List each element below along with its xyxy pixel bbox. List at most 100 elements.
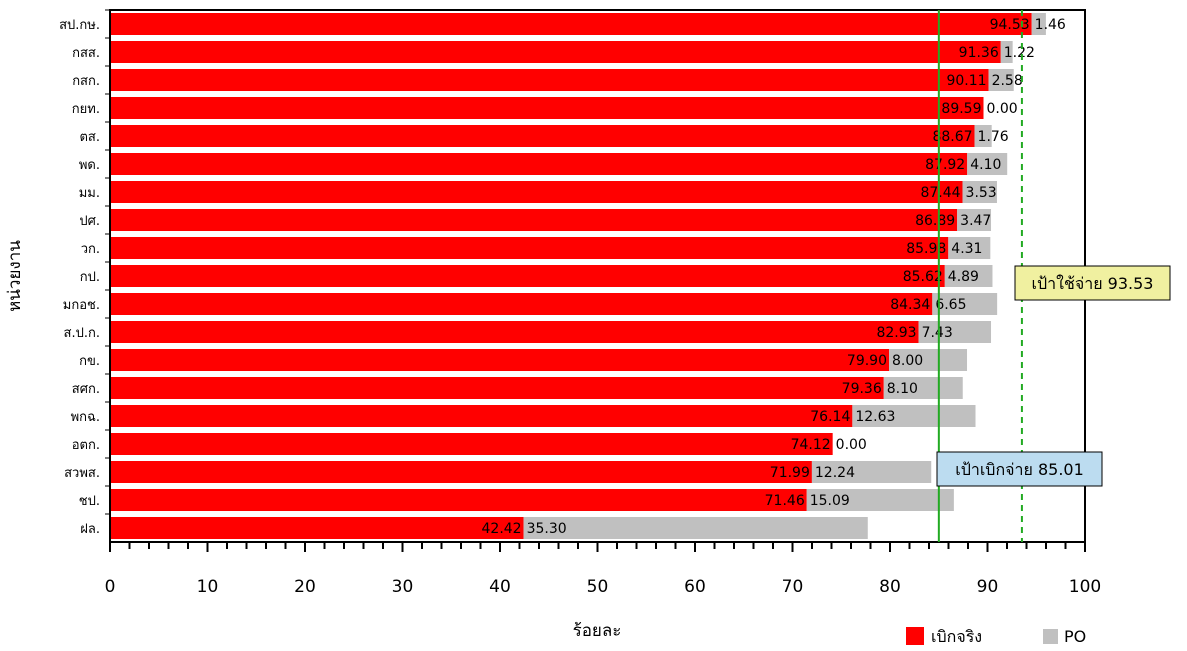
category-label: ชป. bbox=[79, 494, 100, 509]
category-label: ตส. bbox=[79, 130, 100, 145]
data-label-po: 15.09 bbox=[810, 493, 850, 509]
bar-po bbox=[932, 293, 998, 315]
data-label-po: 7.43 bbox=[922, 325, 953, 341]
legend-swatch-actual bbox=[906, 627, 924, 645]
bar-actual bbox=[110, 489, 807, 511]
bar-po bbox=[957, 209, 992, 231]
bar-po bbox=[988, 69, 1014, 91]
x-tick-label: 50 bbox=[587, 577, 609, 597]
legend-label-po: PO bbox=[1064, 627, 1086, 646]
target-callout-disburse: เป้าเบิกจ่าย 85.01 bbox=[936, 451, 1103, 487]
data-label-actual: 71.46 bbox=[765, 493, 805, 509]
bar-po bbox=[852, 405, 976, 427]
bar-po bbox=[944, 265, 993, 287]
x-tick-label: 60 bbox=[684, 577, 706, 597]
data-label-actual: 79.36 bbox=[842, 381, 882, 397]
x-axis-title: ร้อยละ bbox=[573, 621, 622, 641]
bar-actual bbox=[110, 405, 853, 427]
x-tick-label: 20 bbox=[294, 577, 316, 597]
category-label: กสก. bbox=[72, 74, 100, 89]
data-label-po: 1.22 bbox=[1004, 45, 1035, 61]
x-tick-label: 80 bbox=[879, 577, 901, 597]
bar-actual bbox=[110, 377, 884, 399]
bar-actual bbox=[110, 153, 968, 175]
data-label-po: 35.30 bbox=[527, 521, 567, 537]
data-label-actual: 86.89 bbox=[915, 213, 955, 229]
data-label-po: 0.00 bbox=[987, 101, 1018, 117]
bar-actual bbox=[110, 265, 945, 287]
bar-actual bbox=[110, 69, 989, 91]
x-tick-label: 40 bbox=[489, 577, 511, 597]
data-label-actual: 71.99 bbox=[770, 465, 810, 481]
data-label-actual: 94.53 bbox=[990, 17, 1030, 33]
callout-box bbox=[1014, 265, 1171, 301]
data-label-actual: 85.98 bbox=[906, 241, 946, 257]
category-label: สป.กษ. bbox=[59, 18, 100, 33]
data-label-actual: 82.93 bbox=[876, 325, 916, 341]
data-label-actual: 84.34 bbox=[890, 297, 930, 313]
bar-actual bbox=[110, 461, 812, 483]
bar-actual bbox=[110, 125, 975, 147]
data-label-po: 0.00 bbox=[836, 437, 867, 453]
bar-actual bbox=[110, 237, 949, 259]
category-label: สวพส. bbox=[64, 466, 100, 481]
data-label-po: 1.46 bbox=[1035, 17, 1066, 33]
category-label: ฝล. bbox=[80, 522, 100, 537]
data-label-actual: 76.14 bbox=[810, 409, 850, 425]
data-label-po: 3.47 bbox=[960, 213, 991, 229]
data-label-po: 8.10 bbox=[887, 381, 918, 397]
callout-box bbox=[936, 451, 1103, 487]
category-label: กยท. bbox=[72, 102, 100, 117]
category-label: กสส. bbox=[72, 46, 100, 61]
category-label: พด. bbox=[79, 158, 100, 173]
target-callout-spend: เป้าใช้จ่าย 93.53 bbox=[1014, 265, 1171, 301]
category-label: มม. bbox=[79, 186, 100, 201]
legend-swatch-po bbox=[1043, 629, 1058, 644]
legend-label-actual: เบิกจริง bbox=[931, 627, 982, 646]
category-label: ปศ. bbox=[79, 214, 100, 229]
category-label: อตก. bbox=[72, 438, 100, 453]
data-label-actual: 74.12 bbox=[791, 437, 831, 453]
category-label: วก. bbox=[81, 242, 100, 257]
bar-po bbox=[948, 237, 991, 259]
data-label-po: 1.76 bbox=[978, 129, 1009, 145]
category-label: พกฉ. bbox=[71, 410, 100, 425]
data-label-actual: 90.11 bbox=[946, 73, 986, 89]
category-label: มกอช. bbox=[63, 298, 100, 313]
bar-actual bbox=[110, 433, 833, 455]
data-label-actual: 79.90 bbox=[847, 353, 887, 369]
y-axis-title: หน่วยงาน bbox=[5, 240, 25, 312]
legend: เบิกจริง PO bbox=[906, 627, 1086, 646]
bar-po bbox=[523, 517, 868, 539]
data-label-actual: 89.59 bbox=[941, 101, 981, 117]
bar-po bbox=[806, 489, 954, 511]
bar-actual bbox=[110, 209, 958, 231]
data-label-actual: 87.92 bbox=[925, 157, 965, 173]
data-label-actual: 87.44 bbox=[920, 185, 960, 201]
x-tick-label: 10 bbox=[197, 577, 219, 597]
category-label: กข. bbox=[79, 354, 100, 369]
data-label-po: 6.65 bbox=[935, 297, 966, 313]
data-label-po: 8.00 bbox=[892, 353, 923, 369]
category-label: ส.ป.ก. bbox=[64, 326, 100, 341]
callout-label: เป้าใช้จ่าย 93.53 bbox=[1032, 274, 1154, 293]
data-label-po: 4.10 bbox=[970, 157, 1001, 173]
data-label-po: 4.31 bbox=[951, 241, 982, 257]
plot-area: 94.53 1.46 สป.กษ. 91.36 1.22 กสส. 90.11 2.58 กสก… bbox=[59, 9, 1101, 597]
x-tick-label: 30 bbox=[392, 577, 414, 597]
bar-actual bbox=[110, 13, 1032, 35]
data-label-actual: 42.42 bbox=[482, 521, 522, 537]
bar-po bbox=[962, 181, 997, 203]
data-label-po: 12.63 bbox=[855, 409, 895, 425]
data-label-actual: 85.62 bbox=[903, 269, 943, 285]
category-label: กป. bbox=[80, 270, 100, 285]
callout-label: เป้าเบิกจ่าย 85.01 bbox=[955, 460, 1084, 479]
data-label-po: 4.89 bbox=[948, 269, 979, 285]
bar-po bbox=[974, 125, 992, 147]
bar-actual bbox=[110, 321, 919, 343]
bar-actual bbox=[110, 349, 890, 371]
bar-actual bbox=[110, 41, 1001, 63]
data-label-po: 3.53 bbox=[966, 185, 997, 201]
x-tick-label: 90 bbox=[977, 577, 999, 597]
